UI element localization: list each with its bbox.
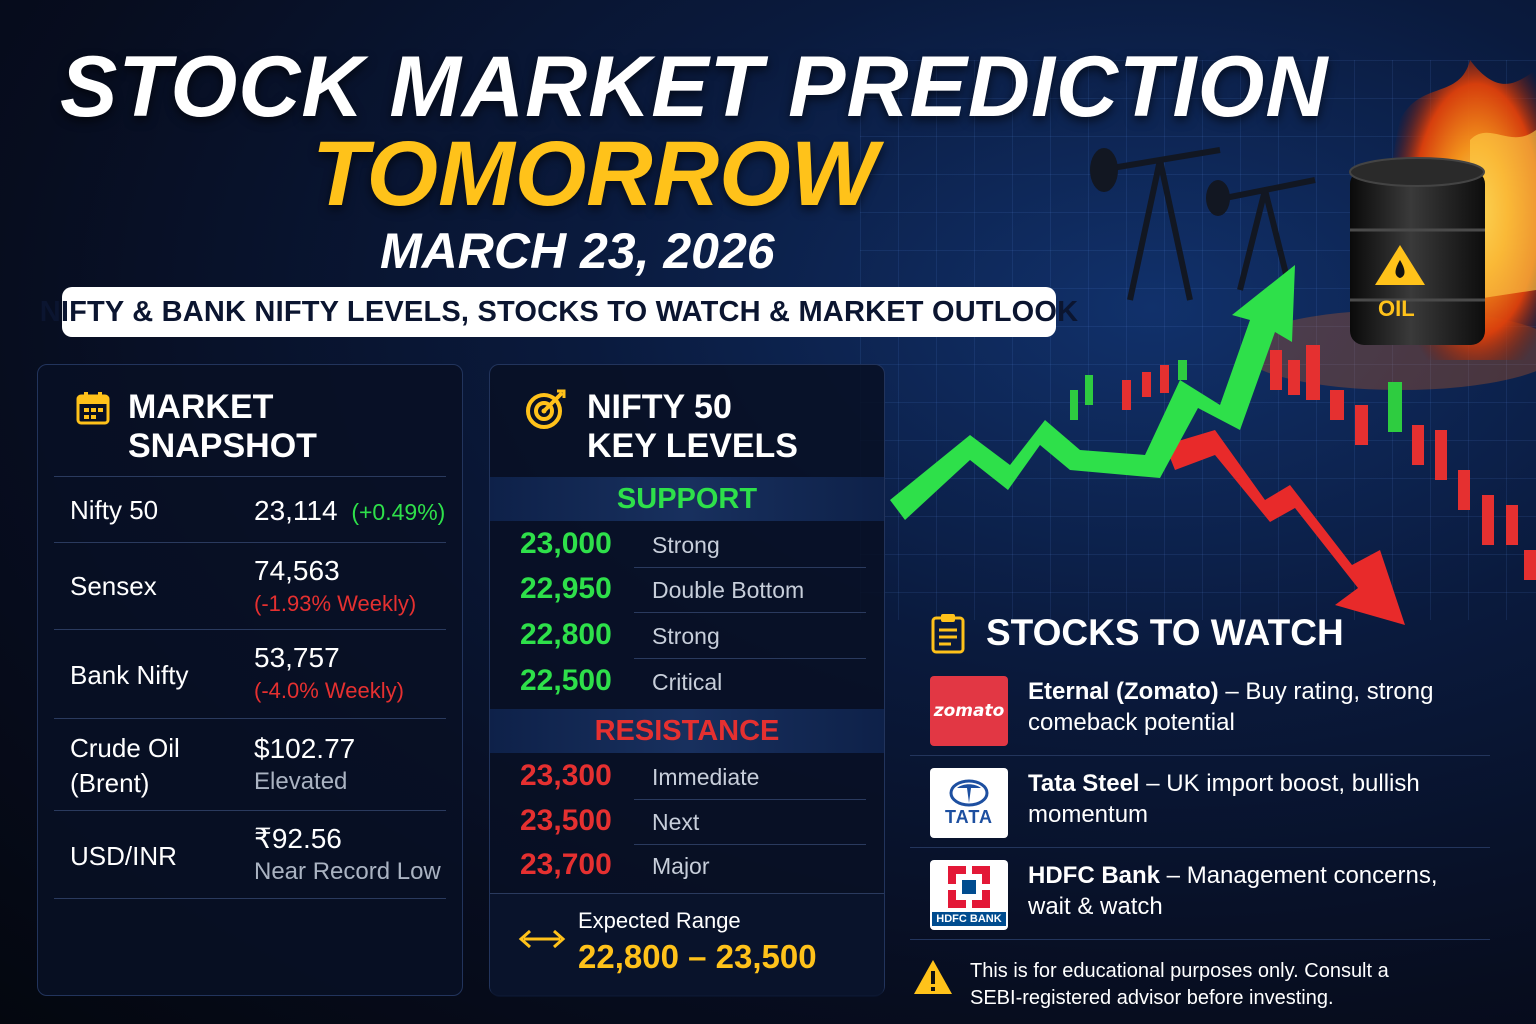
calendar-icon: [76, 392, 110, 425]
zomato-logo: zomato: [930, 676, 1008, 746]
snapshot-label: Bank Nifty: [70, 660, 189, 690]
clipboard-icon: [931, 614, 965, 654]
levels-title-line2: KEY LEVELS: [587, 427, 798, 465]
stock-name: HDFC Bank: [1028, 862, 1161, 889]
range-value: 22,800 – 23,500: [578, 938, 817, 975]
snapshot-value: ₹92.56: [254, 823, 342, 854]
barrel-label: OIL: [1378, 296, 1415, 321]
stocks-title: STOCKS TO WATCH: [986, 612, 1344, 653]
snapshot-row-banknifty: Bank Nifty 53,757 (-4.0% Weekly): [54, 629, 446, 718]
snapshot-row-crude: Crude Oil (Brent) $102.77 Elevated: [54, 718, 446, 810]
support-value: 22,950: [520, 572, 612, 605]
stock-note: – Buy rating, strong comeback potential: [1028, 678, 1434, 736]
snapshot-value: 23,114 (+0.49%): [254, 495, 445, 528]
stock-item-zomato: zomato Eternal (Zomato) – Buy rating, st…: [910, 664, 1490, 756]
support-row: 22,950 Double Bottom: [504, 568, 866, 613]
support-row: 22,800 Strong: [504, 614, 866, 659]
snapshot-note: Near Record Low: [254, 858, 441, 885]
resistance-value: 23,700: [520, 848, 612, 881]
range-label: Expected Range: [578, 908, 741, 933]
tata-emblem-icon: [949, 779, 989, 806]
resistance-desc: Immediate: [652, 764, 760, 790]
stock-description: Tata Steel – UK import boost, bullish mo…: [1028, 768, 1468, 830]
snapshot-change-negative: (-1.93% Weekly): [254, 591, 417, 616]
snapshot-value: 53,757: [254, 642, 340, 673]
stock-description: HDFC Bank – Management concerns, wait & …: [1028, 860, 1468, 922]
subtitle-banner: NIFTY & BANK NIFTY LEVELS, STOCKS TO WAT…: [40, 287, 1078, 337]
resistance-row: 23,500 Next: [504, 800, 866, 845]
snapshot-row-nifty: Nifty 50 23,114 (+0.49%): [54, 476, 446, 542]
subtitle-text: NIFTY & BANK NIFTY LEVELS, STOCKS TO WAT…: [39, 295, 1079, 328]
support-header: SUPPORT: [490, 477, 884, 521]
snapshot-value-number: 23,114: [254, 495, 338, 526]
resistance-row: 23,700 Major: [504, 844, 866, 889]
snapshot-change-negative: (-4.0% Weekly): [254, 678, 404, 703]
market-snapshot-panel: MARKET SNAPSHOT Nifty 50 23,114 (+0.49%)…: [37, 364, 463, 996]
warning-icon: [914, 960, 952, 994]
hdfc-logo: HDFC BANK: [930, 860, 1008, 930]
support-desc: Critical: [652, 669, 723, 695]
snapshot-label: USD/INR: [70, 841, 177, 871]
hdfc-logo-text: HDFC BANK: [932, 912, 1006, 926]
resistance-value: 23,500: [520, 804, 612, 837]
stock-name: Eternal (Zomato): [1028, 678, 1219, 705]
snapshot-value: $102.77: [254, 733, 356, 764]
page-date: MARCH 23, 2026: [380, 223, 775, 279]
stock-note: – UK import boost, bullish momentum: [1028, 770, 1420, 828]
snapshot-value: 74,563: [254, 555, 340, 586]
disclaimer-text: This is for educational purposes only. C…: [970, 960, 1389, 1009]
expected-range-box: Expected Range 22,800 – 23,500: [490, 893, 884, 997]
snapshot-label: Nifty 50: [70, 495, 159, 525]
support-value: 22,500: [520, 664, 612, 697]
snapshot-label-sub: (Brent): [70, 768, 150, 798]
key-levels-panel: NIFTY 50 KEY LEVELS SUPPORT 23,000 Stron…: [489, 364, 885, 997]
support-desc: Strong: [652, 623, 720, 649]
left-right-arrow-icon: [518, 929, 566, 949]
resistance-row: 23,300 Immediate: [504, 755, 866, 800]
stock-note: – Management concerns, wait & watch: [1028, 862, 1438, 920]
resistance-value: 23,300: [520, 759, 612, 792]
stock-item-hdfc-bank: HDFC BANK HDFC Bank – Management concern…: [910, 848, 1490, 940]
support-row: 22,500 Critical: [504, 660, 866, 705]
support-value: 23,000: [520, 527, 612, 560]
support-value: 22,800: [520, 618, 612, 651]
snapshot-title-line2: SNAPSHOT: [128, 427, 317, 465]
resistance-desc: Next: [652, 809, 700, 835]
page-title-highlight: TOMORROW: [312, 123, 878, 225]
support-desc: Double Bottom: [652, 577, 805, 603]
tata-logo: TATA: [930, 768, 1008, 838]
snapshot-note: Elevated: [254, 768, 348, 795]
hdfc-emblem-icon: [946, 864, 992, 910]
stock-description: Eternal (Zomato) – Buy rating, strong co…: [1028, 676, 1468, 738]
page-title: STOCK MARKET PREDICTION: [60, 39, 1329, 135]
resistance-header: RESISTANCE: [490, 709, 884, 753]
stock-name: Tata Steel: [1028, 770, 1140, 797]
snapshot-title-line1: MARKET: [128, 388, 274, 426]
snapshot-row-sensex: Sensex 74,563 (-1.93% Weekly): [54, 542, 446, 629]
support-desc: Strong: [652, 532, 720, 558]
snapshot-label: Crude Oil: [70, 733, 180, 763]
snapshot-label: Sensex: [70, 571, 157, 601]
target-icon: [526, 389, 566, 429]
resistance-desc: Major: [652, 853, 710, 879]
levels-title-line1: NIFTY 50: [587, 388, 732, 426]
support-row: 23,000 Strong: [504, 523, 866, 568]
snapshot-row-usdinr: USD/INR ₹92.56 Near Record Low: [54, 810, 446, 899]
tata-logo-text: TATA: [945, 806, 993, 827]
snapshot-change-positive: (+0.49%): [351, 499, 446, 525]
zomato-logo-text: zomato: [933, 701, 1005, 721]
stock-item-tata-steel: TATA Tata Steel – UK import boost, bulli…: [910, 756, 1490, 848]
market-scene-illustration: OIL: [890, 60, 1536, 625]
